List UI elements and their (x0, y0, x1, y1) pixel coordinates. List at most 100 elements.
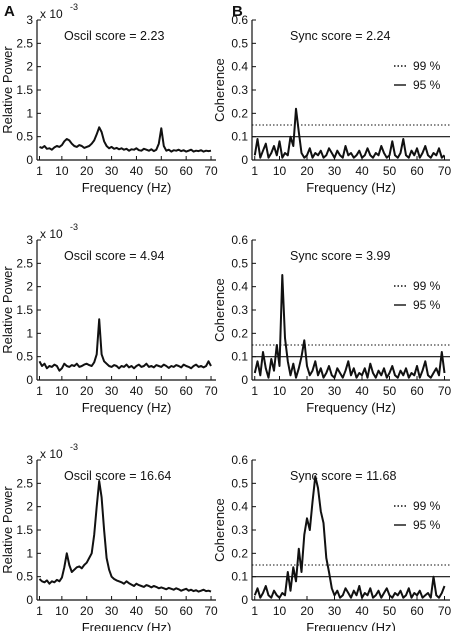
y-tick-label: 0 (241, 373, 248, 387)
y-tick-label: 1 (26, 326, 33, 340)
x-tick-label: 70 (204, 384, 218, 398)
x-tick-label: 10 (55, 384, 69, 398)
legend-label: 99 % (413, 59, 441, 73)
y-tick-label: 0.3 (231, 303, 248, 317)
x-axis-label: Frequency (Hz) (82, 620, 172, 631)
y-tick-label: 0.6 (231, 233, 248, 247)
x-tick-label: 20 (300, 164, 314, 178)
y-axis-label: Relative Power (0, 266, 15, 354)
score-annotation: Oscil score = 16.64 (64, 469, 171, 483)
y-tick-label: 0.5 (16, 130, 33, 144)
y-tick-label: 0 (26, 373, 33, 387)
y-tick-label: 3 (26, 233, 33, 247)
y-tick-label: 0.5 (16, 350, 33, 364)
x-tick-label: 10 (273, 384, 287, 398)
x-tick-label: 60 (410, 604, 424, 618)
y-tick-label: 0.5 (16, 570, 33, 584)
x-tick-label: 10 (273, 604, 287, 618)
x-tick-label: 40 (355, 164, 369, 178)
data-line (38, 480, 212, 593)
y-axis-label: Coherence (212, 278, 227, 342)
x-tick-label: 70 (438, 164, 452, 178)
x-axis-label: Frequency (Hz) (306, 180, 396, 195)
y-tick-label: 0.2 (231, 106, 248, 120)
panel-letter-b: B (232, 3, 243, 20)
x-tick-label: 70 (438, 384, 452, 398)
x-axis-label: Frequency (Hz) (306, 400, 396, 415)
chart-2: 0 0.1 0.2 0.3 0.4 0.5 0.6 1 10 20 30 40 50 60 70 Freque… (212, 13, 451, 195)
data-line (253, 274, 446, 379)
x-tick-label: 40 (130, 164, 144, 178)
x-tick-label: 70 (204, 164, 218, 178)
y-axis-label: Coherence (212, 498, 227, 562)
legend-label: 99 % (413, 499, 441, 513)
y-axis-label: Relative Power (0, 46, 15, 134)
y-tick-label: 0 (241, 153, 248, 167)
x-tick-label: 50 (155, 164, 169, 178)
data-line (38, 318, 212, 372)
score-annotation: Sync score = 11.68 (290, 469, 396, 483)
y-tick-label: 3 (26, 453, 33, 467)
x-tick-label: 40 (130, 384, 144, 398)
x-tick-label: 30 (105, 604, 119, 618)
y-tick-label: 0.2 (231, 546, 248, 560)
x-tick-label: 20 (300, 604, 314, 618)
x-tick-label: 30 (328, 604, 342, 618)
x-tick-label: 30 (328, 164, 342, 178)
y-tick-label: 0.5 (231, 256, 248, 270)
y-tick-label: 0.5 (231, 36, 248, 50)
y-tick-label: 0 (26, 593, 33, 607)
data-line (253, 475, 446, 599)
chart-4: 0 0.1 0.2 0.3 0.4 0.5 0.6 1 10 20 30 40 50 60 70 Freque… (212, 233, 451, 415)
x-tick-label: 1 (251, 604, 258, 618)
x-tick-label: 20 (80, 604, 94, 618)
x-tick-label: 10 (55, 164, 69, 178)
y-tick-label: 1 (26, 546, 33, 560)
score-annotation: Sync score = 3.99 (290, 249, 390, 263)
y-tick-label: 1 (26, 106, 33, 120)
x-tick-label: 1 (251, 384, 258, 398)
score-annotation: Oscil score = 4.94 (64, 249, 164, 263)
y-tick-label: 0.6 (231, 13, 248, 27)
y-tick-label: 2.5 (16, 476, 33, 490)
y-tick-label: 1.5 (16, 523, 33, 537)
x-tick-label: 20 (80, 164, 94, 178)
y-tick-label: 1.5 (16, 83, 33, 97)
y-tick-label: 0 (241, 593, 248, 607)
y-tick-label: 2.5 (16, 256, 33, 270)
data-line (253, 107, 446, 159)
x-axis-label: Frequency (Hz) (306, 620, 396, 631)
chart-5: 0 0.5 1 1.5 2 2.5 3 1 10 20 30 40 50 60 70 Frequency (H… (0, 442, 218, 631)
x-tick-label: 60 (179, 604, 193, 618)
y-exponent-power: -3 (70, 2, 78, 12)
y-tick-label: 0.1 (231, 130, 248, 144)
y-tick-label: 0.4 (231, 280, 248, 294)
y-axis-label: Relative Power (0, 486, 15, 574)
y-tick-label: 2.5 (16, 36, 33, 50)
y-axis-label: Coherence (212, 58, 227, 122)
x-tick-label: 70 (438, 604, 452, 618)
x-tick-label: 1 (36, 604, 43, 618)
x-tick-label: 10 (55, 604, 69, 618)
chart-6: 0 0.1 0.2 0.3 0.4 0.5 0.6 1 10 20 30 40 50 60 70 Freque… (212, 453, 451, 631)
x-tick-label: 1 (36, 384, 43, 398)
x-axis-label: Frequency (Hz) (82, 400, 172, 415)
x-tick-label: 40 (130, 604, 144, 618)
x-tick-label: 20 (300, 384, 314, 398)
data-line (39, 126, 212, 153)
y-tick-label: 0.1 (231, 350, 248, 364)
x-tick-label: 50 (155, 384, 169, 398)
x-tick-label: 50 (155, 604, 169, 618)
y-tick-label: 0.1 (231, 570, 248, 584)
y-tick-label: 0.5 (231, 476, 248, 490)
y-tick-label: 0 (26, 153, 33, 167)
x-tick-label: 30 (105, 384, 119, 398)
x-tick-label: 1 (251, 164, 258, 178)
x-tick-label: 10 (273, 164, 287, 178)
legend-label: 95 % (413, 78, 441, 92)
y-tick-label: 0.6 (231, 453, 248, 467)
x-tick-label: 40 (355, 384, 369, 398)
x-tick-label: 30 (105, 164, 119, 178)
y-tick-label: 0.4 (231, 500, 248, 514)
x-tick-label: 50 (383, 384, 397, 398)
